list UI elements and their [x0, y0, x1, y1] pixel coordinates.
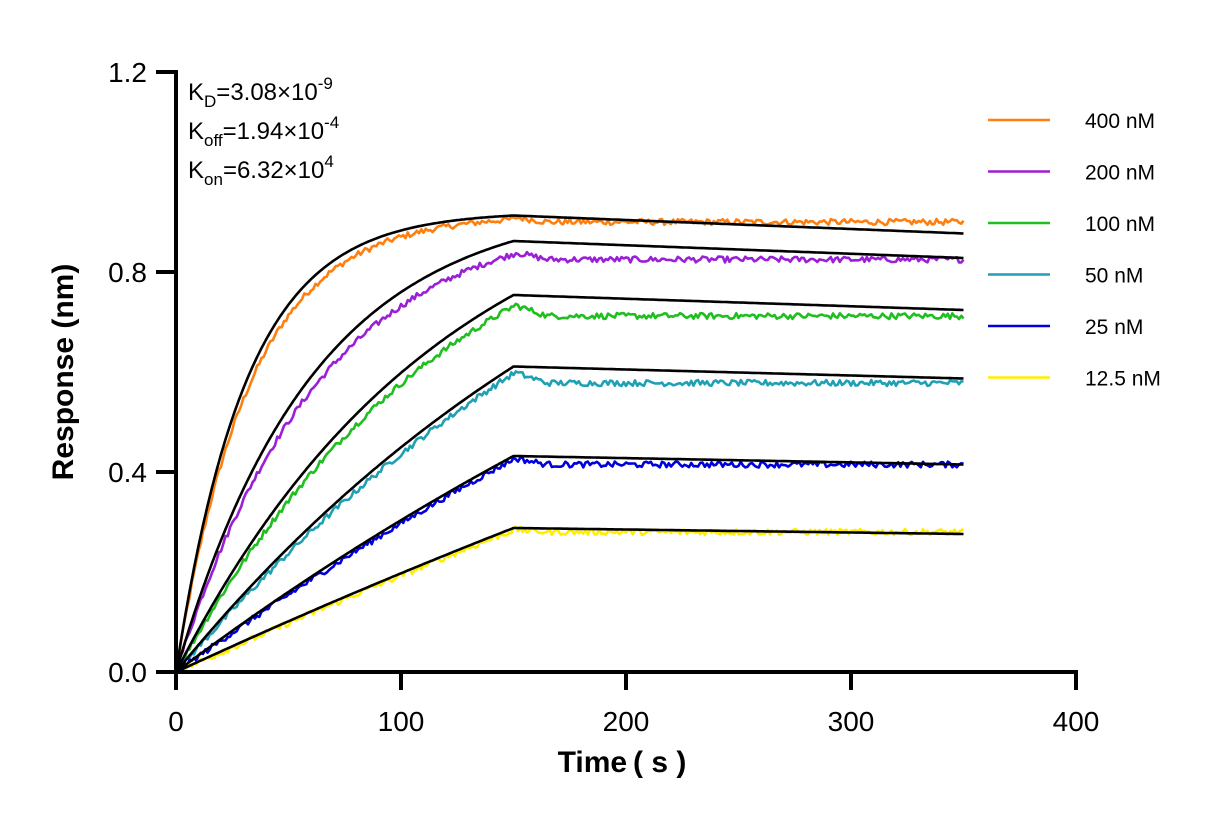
fit-curve-25-nm	[175, 454, 964, 674]
x-axis-title: Time ( s )	[558, 746, 687, 779]
series-100-nm	[175, 302, 965, 674]
x-tick-label: 400	[1053, 706, 1100, 737]
series-200-nm	[174, 250, 965, 673]
x-tick-label: 200	[603, 706, 650, 737]
series-12.5-nm	[175, 525, 965, 674]
fit-curve-100-nm	[174, 293, 964, 673]
x-axis-ticks: 0 100 200 300 400	[168, 672, 1099, 737]
fit-curves-layer	[174, 214, 964, 674]
series-25-nm	[175, 456, 964, 673]
legend-label: 100 nM	[1085, 213, 1155, 236]
x-tick-label: 300	[828, 706, 875, 737]
series-400-nm	[174, 215, 965, 672]
y-tick-label: 1.2	[108, 57, 147, 88]
y-axis-title: Response (nm)	[47, 264, 80, 481]
y-tick-label: 0.8	[108, 257, 147, 288]
y-tick-label: 0.0	[108, 657, 147, 688]
y-axis-ticks: 0.0 0.4 0.8 1.2	[108, 57, 176, 688]
series-50-nm	[176, 370, 964, 674]
data-series-layer	[174, 215, 965, 674]
legend-label: 25 nM	[1085, 316, 1143, 339]
fit-curve-50-nm	[174, 365, 964, 673]
fit-curve-12.5-nm	[175, 526, 964, 674]
legend: 400 nM 200 nM 100 nM 50 nM 25 nM 12.5 nM	[988, 110, 1161, 391]
fit-curve-400-nm	[174, 214, 964, 673]
legend-label: 400 nM	[1085, 110, 1155, 133]
legend-label: 200 nM	[1085, 162, 1155, 185]
y-tick-label: 0.4	[108, 457, 147, 488]
fit-curve-200-nm	[174, 239, 964, 673]
x-tick-label: 100	[378, 706, 425, 737]
kinetic-constant-D: KD=3.08×10-9	[188, 74, 333, 111]
legend-label: 50 nM	[1085, 265, 1143, 288]
x-tick-label: 0	[168, 706, 184, 737]
kinetic-constant-on: Kon=6.32×104	[188, 152, 334, 189]
kinetic-constant-off: Koff=1.94×10-4	[188, 113, 339, 150]
legend-label: 12.5 nM	[1085, 368, 1161, 391]
